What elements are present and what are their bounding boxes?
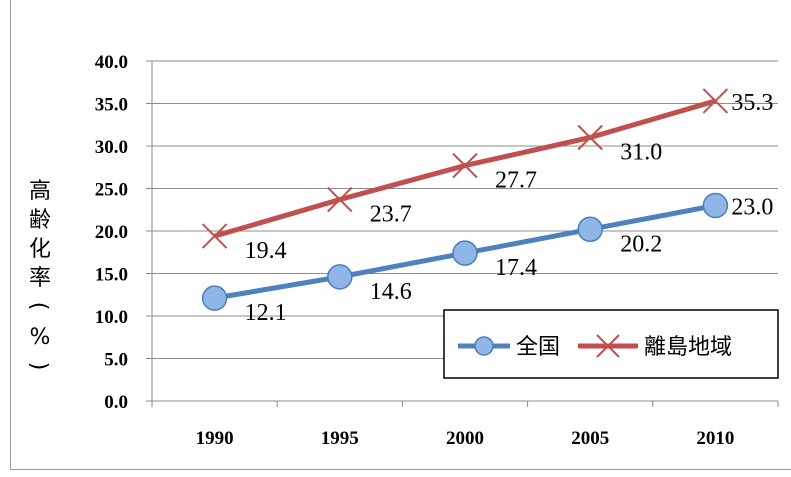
data-label-national: 17.4 bbox=[495, 255, 537, 281]
y-axis-label-char: 化 bbox=[29, 237, 51, 262]
y-axis-label-char: 率 bbox=[29, 266, 51, 291]
axes bbox=[151, 61, 779, 407]
legend: 全国 離島地域 bbox=[443, 309, 779, 379]
y-axis-label-char: ( bbox=[26, 302, 51, 311]
legend-marker-national bbox=[474, 336, 494, 356]
data-point-islands bbox=[577, 124, 603, 151]
data-label-islands: 35.3 bbox=[731, 90, 773, 116]
y-axis-label-char: 高 bbox=[29, 179, 51, 204]
data-label-islands: 19.4 bbox=[245, 238, 287, 264]
data-point-islands bbox=[702, 88, 729, 114]
y-axis-label-char: % bbox=[30, 325, 51, 350]
y-tick-label: 40.0 bbox=[95, 52, 128, 73]
y-tick-label: 5.0 bbox=[104, 350, 128, 371]
data-point-islands bbox=[452, 152, 478, 179]
data-label-national: 20.2 bbox=[620, 231, 662, 257]
y-tick-label: 35.0 bbox=[95, 95, 128, 116]
y-tick-label: 10.0 bbox=[95, 307, 128, 328]
x-tick-label: 1990 bbox=[196, 428, 234, 449]
y-tick-label: 15.0 bbox=[95, 265, 128, 286]
data-point-national bbox=[327, 264, 353, 290]
y-axis-label-char: ) bbox=[26, 362, 51, 371]
data-label-islands: 31.0 bbox=[620, 140, 662, 166]
x-tick-label: 1995 bbox=[321, 428, 359, 449]
x-tick-label: 2010 bbox=[696, 428, 734, 449]
legend-label-national: 全国 bbox=[516, 335, 560, 360]
x-tick-label: 2000 bbox=[446, 428, 484, 449]
series-line-islands bbox=[213, 98, 717, 239]
data-point-islands bbox=[327, 186, 353, 213]
chart-frame bbox=[10, 0, 791, 470]
x-tick-label: 2005 bbox=[571, 428, 609, 449]
data-label-islands: 23.7 bbox=[370, 202, 412, 228]
legend-marker-islands bbox=[596, 334, 620, 358]
data-label-national: 23.0 bbox=[731, 195, 773, 221]
data-label-islands: 27.7 bbox=[495, 168, 537, 194]
data-point-national bbox=[201, 285, 228, 311]
series: 12.1 14.6 17.4 20.2 23.0 19.4 23.7 27.7 31.0 35.3 bbox=[201, 88, 773, 326]
x-tick-labels: 1990 1995 2000 2005 2010 bbox=[196, 428, 735, 449]
y-tick-label: 0.0 bbox=[104, 392, 128, 413]
data-point-national bbox=[702, 192, 729, 219]
legend-label-islands: 離島地域 bbox=[644, 335, 732, 360]
y-tick-label: 20.0 bbox=[95, 222, 128, 243]
y-tick-label: 25.0 bbox=[95, 180, 128, 201]
y-axis-label-char: 齢 bbox=[29, 208, 51, 233]
data-point-islands bbox=[201, 223, 228, 249]
y-tick-labels: 0.0 5.0 10.0 15.0 20.0 25.0 30.0 35.0 40.0 bbox=[95, 52, 128, 413]
data-point-national bbox=[452, 240, 478, 266]
data-label-national: 14.6 bbox=[370, 279, 412, 305]
y-tick-label: 30.0 bbox=[95, 137, 128, 158]
data-label-national: 12.1 bbox=[245, 300, 287, 326]
data-point-national bbox=[577, 216, 603, 243]
